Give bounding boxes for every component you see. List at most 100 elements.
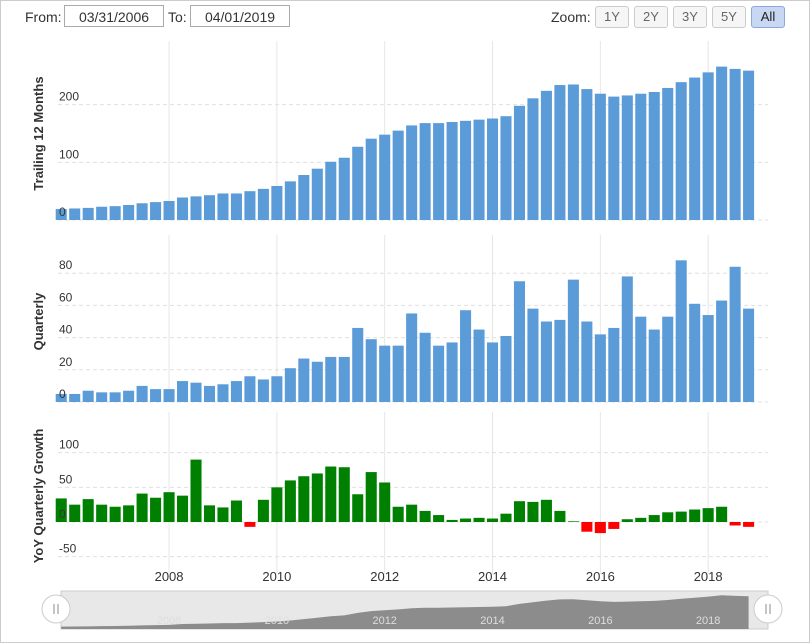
bar xyxy=(743,70,755,220)
y-tick-label: 20 xyxy=(59,355,73,369)
bar xyxy=(460,518,472,522)
bar xyxy=(365,138,377,220)
from-label: From: xyxy=(25,9,62,25)
bar xyxy=(460,310,472,402)
bar xyxy=(513,501,525,522)
bar xyxy=(230,193,242,220)
bar xyxy=(55,209,67,220)
bar xyxy=(109,392,121,402)
bar xyxy=(419,510,431,522)
bar xyxy=(702,508,714,522)
bar xyxy=(284,368,296,402)
bar xyxy=(177,381,189,402)
bar xyxy=(109,206,121,220)
bar xyxy=(540,321,552,402)
bar xyxy=(325,466,337,522)
bar xyxy=(500,116,512,220)
bar xyxy=(648,91,660,220)
bar xyxy=(190,459,202,522)
navigator-handle[interactable] xyxy=(41,594,71,624)
bar xyxy=(190,382,202,402)
bar xyxy=(527,308,539,402)
bar xyxy=(621,519,633,522)
bar xyxy=(217,193,229,220)
bar xyxy=(702,315,714,402)
bar xyxy=(298,358,310,402)
bar xyxy=(729,68,741,220)
zoom-button[interactable]: All xyxy=(751,6,785,28)
bar xyxy=(392,345,404,402)
bar xyxy=(662,512,674,522)
y-tick-label: 0 xyxy=(59,205,66,219)
zoom-button[interactable]: 3Y xyxy=(673,6,707,28)
navigator-label: 2010 xyxy=(265,615,289,627)
bar xyxy=(540,90,552,221)
bar xyxy=(406,125,418,220)
bar xyxy=(662,316,674,402)
bar xyxy=(190,196,202,220)
y-tick-label: 80 xyxy=(59,258,73,272)
bar xyxy=(419,123,431,220)
bar xyxy=(513,281,525,402)
bar xyxy=(257,499,269,522)
bar xyxy=(203,195,216,220)
y-axis-title: Quarterly xyxy=(31,292,46,351)
bar xyxy=(379,345,391,402)
from-date[interactable]: 03/31/2006 xyxy=(64,5,164,27)
bar xyxy=(150,497,162,522)
y-axis-title: Trailing 12 Months xyxy=(31,76,46,190)
bar xyxy=(567,521,579,522)
bar xyxy=(608,522,620,529)
bar xyxy=(635,316,647,402)
bar xyxy=(716,506,728,522)
bar xyxy=(460,120,472,220)
zoom-button[interactable]: 1Y xyxy=(595,6,629,28)
bar xyxy=(311,473,323,522)
bar xyxy=(581,321,593,402)
bar xyxy=(675,260,687,402)
zoom-button[interactable]: 5Y xyxy=(712,6,746,28)
bar xyxy=(96,504,108,522)
navigator-label: 2018 xyxy=(696,615,720,627)
zoom-label: Zoom: xyxy=(551,9,591,25)
bar xyxy=(230,381,242,402)
bar xyxy=(473,329,485,402)
bar xyxy=(500,335,512,402)
bar xyxy=(203,505,216,522)
to-date[interactable]: 04/01/2019 xyxy=(190,5,290,27)
bar xyxy=(325,356,337,402)
bar xyxy=(177,495,189,522)
bar xyxy=(352,494,364,522)
bar xyxy=(55,393,67,402)
navigator-handle[interactable] xyxy=(753,594,783,624)
bar xyxy=(594,93,606,220)
bar xyxy=(689,303,701,402)
y-tick-label: 200 xyxy=(59,90,79,104)
bar xyxy=(702,72,714,220)
bar xyxy=(311,168,323,220)
bar xyxy=(136,493,148,522)
bar xyxy=(743,308,755,402)
bar xyxy=(244,376,256,402)
bar xyxy=(729,522,741,526)
bar xyxy=(621,95,633,220)
bar xyxy=(150,389,162,402)
bar xyxy=(163,389,175,402)
bar xyxy=(311,361,323,402)
bar xyxy=(352,146,364,220)
bar xyxy=(554,510,566,522)
bar xyxy=(392,506,404,522)
bar xyxy=(244,522,256,527)
bar xyxy=(217,507,229,522)
bar xyxy=(338,467,350,522)
bar xyxy=(648,329,660,402)
bar xyxy=(392,130,404,220)
bar xyxy=(540,499,552,522)
bar xyxy=(150,202,162,220)
bar xyxy=(419,332,431,402)
bar xyxy=(689,509,701,522)
zoom-button[interactable]: 2Y xyxy=(634,6,668,28)
bar xyxy=(594,522,606,534)
bar xyxy=(82,207,94,220)
bar xyxy=(743,522,755,527)
